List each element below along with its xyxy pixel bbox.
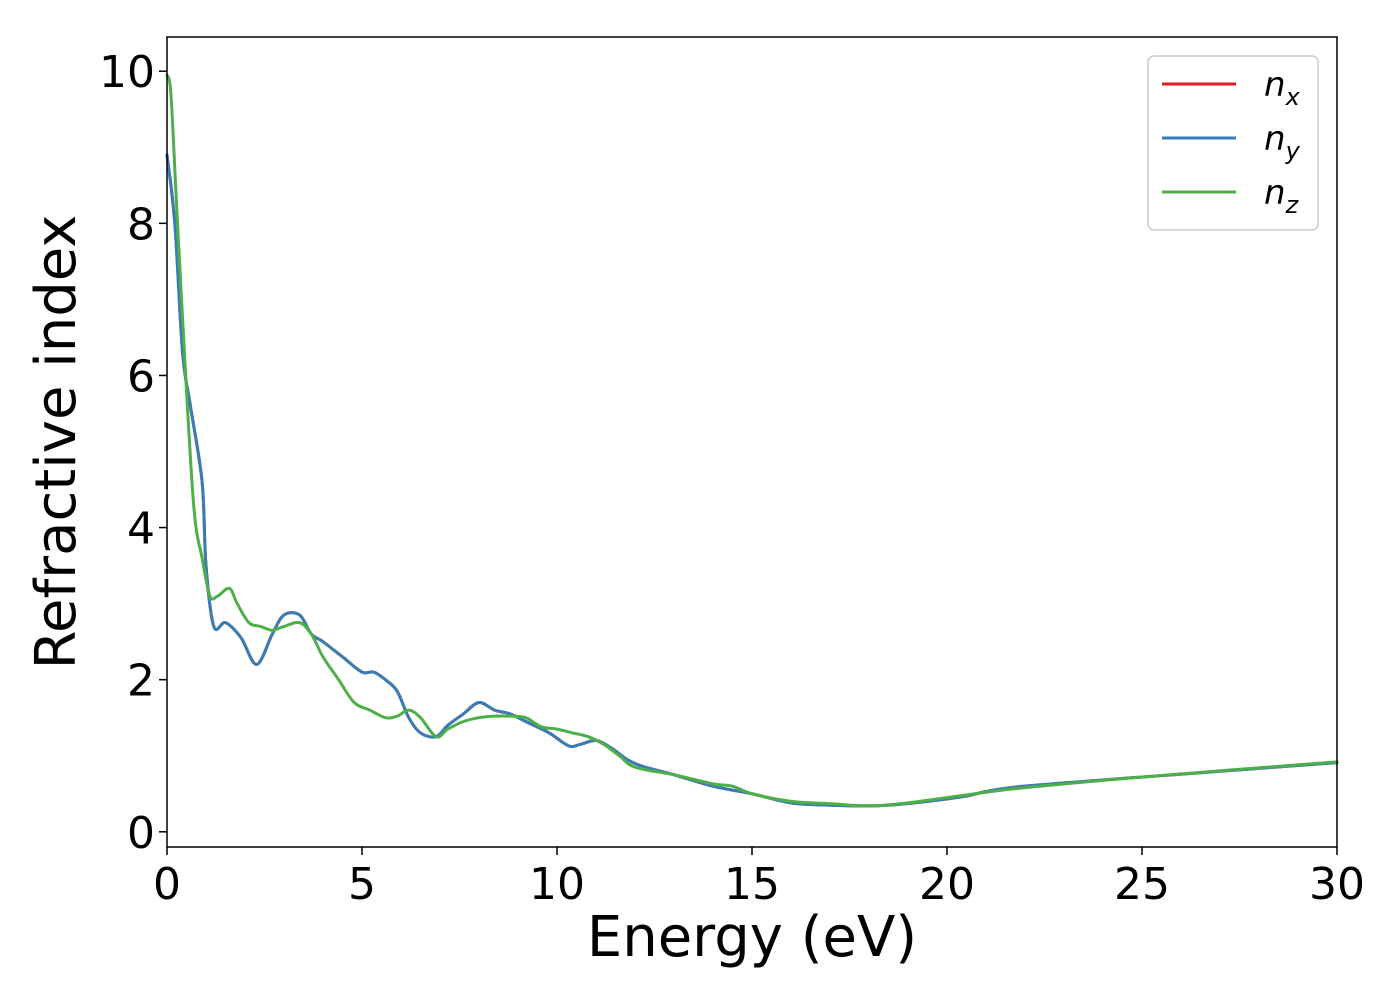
- x-tick-label: 20: [919, 859, 975, 910]
- legend-label-y: ny: [1264, 119, 1301, 165]
- x-tick-label: 30: [1309, 859, 1365, 910]
- y-axis-title: Refractive index: [24, 215, 89, 670]
- y-tick-label: 6: [127, 351, 155, 402]
- legend-box: [1147, 55, 1319, 231]
- y-tick-label: 2: [127, 656, 155, 707]
- y-tick-label: 10: [99, 47, 155, 98]
- x-axis-ticks: 0 5 10 15 20 25 30: [153, 847, 1365, 910]
- x-axis-title: Energy (eV): [587, 905, 917, 970]
- y-tick-label: 0: [127, 808, 155, 859]
- series-line-z: [165, 73, 1339, 808]
- x-tick-label: 5: [348, 859, 376, 910]
- x-tick-label: 10: [529, 859, 585, 910]
- x-tick-label: 15: [724, 859, 780, 910]
- series-layer: [165, 73, 1339, 808]
- legend-label-x: nx: [1264, 65, 1301, 111]
- x-tick-label: 25: [1114, 859, 1170, 910]
- legend: nx ny nz: [1147, 55, 1319, 231]
- plot-area: [167, 37, 1337, 847]
- y-axis-ticks: 0 2 4 6 8 10: [99, 47, 167, 859]
- y-tick-label: 4: [127, 504, 155, 555]
- legend-label-z: nz: [1264, 173, 1300, 219]
- x-tick-label: 0: [153, 859, 181, 910]
- y-tick-label: 8: [127, 199, 155, 250]
